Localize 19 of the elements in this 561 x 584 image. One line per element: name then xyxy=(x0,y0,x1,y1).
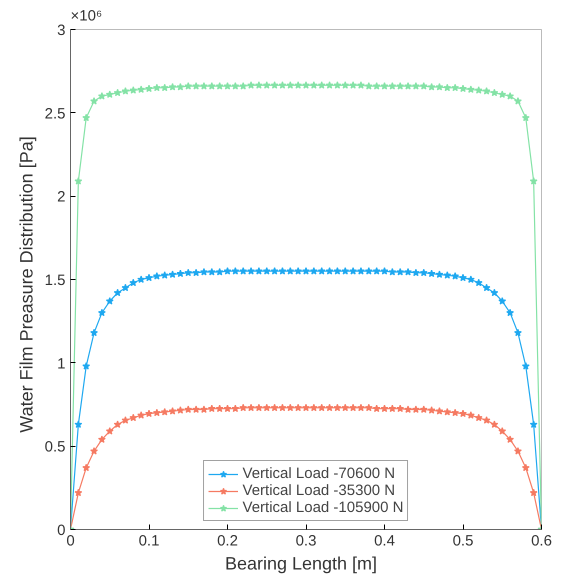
x-tick-label: 0.3 xyxy=(296,532,316,550)
x-tick-label: 0.6 xyxy=(531,532,552,550)
y-tick-label: 1.5 xyxy=(44,272,66,289)
y-tick-label: 2.5 xyxy=(44,105,66,122)
x-axis-title: Bearing Length [m] xyxy=(224,554,378,574)
legend-label: Vertical Load -35300 N xyxy=(242,482,396,499)
y-tick-label: 0.5 xyxy=(44,438,66,456)
legend-label: Vertical Load -105900 N xyxy=(242,499,404,516)
x-tick-label: 0.5 xyxy=(452,532,474,550)
y-axis-title: Water Film Preasure Distribution [Pa] xyxy=(16,136,37,433)
y-tick-label: 0 xyxy=(57,522,66,539)
x-tick-label: 0.1 xyxy=(138,532,160,550)
x-tick-label: 0.2 xyxy=(217,532,238,550)
y-tick-label: 3 xyxy=(57,22,66,39)
legend-label: Vertical Load -70600 N xyxy=(242,465,396,482)
text: ×10⁶ xyxy=(70,8,102,24)
y-tick-label: 1 xyxy=(57,355,66,372)
y-tick-label: 2 xyxy=(57,188,66,206)
x-tick-label: 0.4 xyxy=(374,532,395,550)
